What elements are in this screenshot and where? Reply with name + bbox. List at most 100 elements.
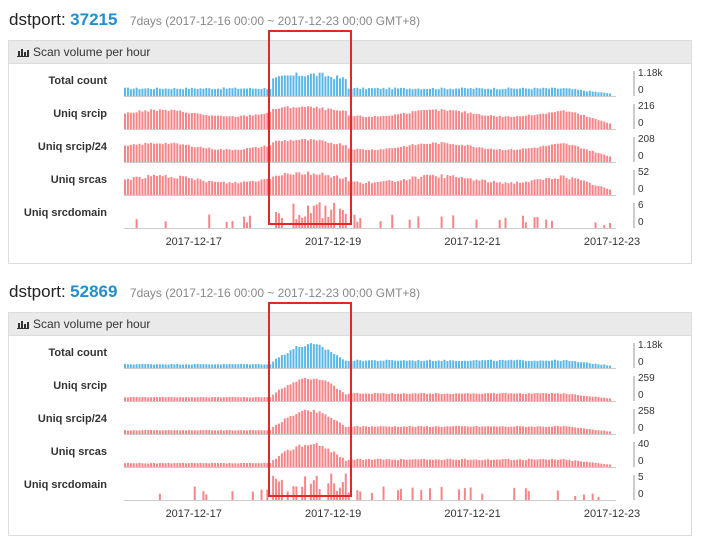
- bar: [455, 459, 458, 467]
- bar: [542, 360, 545, 368]
- bar: [155, 397, 158, 401]
- bar: [423, 175, 426, 195]
- bar: [338, 110, 341, 129]
- bar: [504, 150, 507, 162]
- bar: [588, 182, 591, 195]
- bar: [475, 87, 478, 96]
- bar: [417, 178, 420, 195]
- bar: [141, 363, 144, 368]
- bar: [272, 475, 275, 500]
- bar: [289, 450, 292, 467]
- bar: [356, 458, 359, 467]
- bar: [394, 426, 397, 434]
- bar: [330, 452, 333, 467]
- bar: [234, 397, 237, 401]
- bar: [490, 459, 492, 467]
- bar: [243, 181, 246, 195]
- bar: [158, 463, 161, 467]
- bar: [202, 430, 205, 434]
- bar: [565, 177, 568, 195]
- bar: [266, 146, 269, 162]
- bar: [321, 107, 324, 129]
- bar: [150, 88, 153, 96]
- bar: [553, 144, 556, 162]
- bar: [173, 430, 176, 434]
- series-label: Uniq srcip/24: [37, 141, 107, 153]
- bar: [309, 139, 312, 162]
- bar: [399, 87, 402, 96]
- bar: [298, 347, 301, 368]
- bar: [426, 393, 429, 401]
- bar: [460, 361, 463, 368]
- bar: [379, 426, 382, 434]
- bar: [161, 176, 164, 195]
- bar: [243, 463, 246, 467]
- bar: [248, 148, 251, 162]
- bar: [338, 208, 341, 228]
- dstport-value[interactable]: 52869: [70, 282, 118, 301]
- bar: [414, 111, 417, 129]
- series-label: Uniq srcas: [50, 174, 107, 186]
- bar: [309, 213, 312, 228]
- bar: [333, 451, 336, 467]
- bar: [344, 473, 347, 500]
- bar: [153, 89, 156, 96]
- bar: [138, 462, 141, 467]
- bar: [211, 462, 214, 467]
- bar: [187, 177, 190, 195]
- bar: [208, 364, 211, 368]
- bar: [161, 364, 164, 368]
- bar: [222, 397, 225, 401]
- bar: [487, 115, 490, 129]
- bar: [193, 486, 196, 500]
- bar: [365, 426, 368, 434]
- bar: [460, 112, 463, 129]
- bar: [298, 172, 301, 195]
- series-min-label: 0: [638, 217, 644, 228]
- bar: [458, 459, 461, 467]
- bar: [527, 88, 530, 96]
- bar: [362, 116, 365, 129]
- bar: [536, 360, 539, 368]
- bar: [524, 426, 527, 434]
- bar: [333, 419, 336, 434]
- bar: [382, 486, 385, 500]
- bar: [219, 181, 222, 195]
- bar: [556, 459, 559, 467]
- bar: [214, 430, 217, 434]
- bar: [356, 221, 359, 228]
- bar: [161, 463, 164, 467]
- bar: [338, 422, 341, 434]
- dstport-value[interactable]: 37215: [70, 10, 118, 29]
- bar: [222, 116, 225, 129]
- bar: [129, 89, 132, 96]
- bar: [382, 115, 385, 129]
- bar: [324, 205, 327, 228]
- bar: [559, 393, 562, 401]
- bar: [548, 112, 551, 129]
- bar: [277, 140, 280, 162]
- bar: [150, 142, 153, 162]
- bar: [597, 364, 600, 368]
- bar: [399, 113, 402, 129]
- bar: [185, 364, 187, 368]
- bar: [216, 115, 219, 129]
- bar: [472, 180, 475, 195]
- bar: [437, 89, 440, 96]
- bar: [481, 147, 484, 162]
- bar: [362, 87, 365, 96]
- bar: [524, 88, 527, 96]
- bar: [295, 172, 298, 195]
- bar: [298, 107, 301, 129]
- bar: [170, 143, 173, 162]
- bar: [568, 179, 571, 195]
- bar: [478, 360, 481, 368]
- bar: [347, 181, 350, 195]
- bar: [307, 106, 309, 129]
- bar: [559, 426, 562, 434]
- bar: [333, 354, 336, 368]
- bar: [292, 174, 295, 195]
- bar: [228, 462, 231, 467]
- bar: [333, 385, 336, 401]
- bar: [132, 177, 135, 195]
